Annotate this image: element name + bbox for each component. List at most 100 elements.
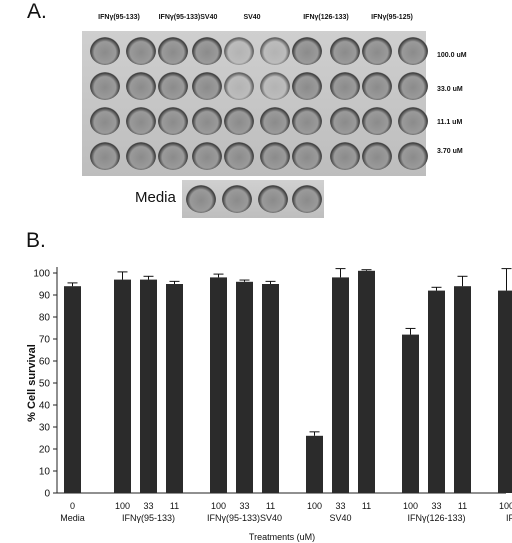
- group-label: SV40: [329, 513, 351, 523]
- media-label: Media: [135, 189, 176, 206]
- bar: [236, 281, 253, 493]
- group-label: IFNγ(95-133)SV40: [207, 513, 282, 523]
- well: [398, 142, 428, 170]
- dose-tick-label: 0: [70, 501, 75, 511]
- well: [90, 107, 120, 135]
- well: [224, 107, 254, 135]
- bar: [332, 277, 349, 493]
- panel-a-label: A.: [27, 0, 47, 23]
- bar: [64, 286, 81, 493]
- well: [292, 107, 322, 135]
- dose-tick-label: 100: [115, 501, 130, 511]
- well: [192, 107, 222, 135]
- well: [398, 107, 428, 135]
- well: [330, 37, 360, 65]
- y-axis-label: % Cell survival: [26, 344, 38, 422]
- dose-tick-label: 33: [335, 501, 345, 511]
- well: [292, 72, 322, 100]
- dose-tick-label: 100: [211, 501, 226, 511]
- media-well: [258, 185, 288, 213]
- group-label: IFNγ(95-125): [506, 513, 512, 523]
- dose-tick-label: 100: [403, 501, 418, 511]
- concentration-label: 100.0 uM: [437, 52, 467, 59]
- well: [126, 37, 156, 65]
- bar: [306, 435, 323, 493]
- well: [158, 72, 188, 100]
- well: [260, 107, 290, 135]
- well: [90, 72, 120, 100]
- well: [192, 37, 222, 65]
- dose-tick-label: 11: [362, 501, 371, 511]
- well: [362, 107, 392, 135]
- column-header: IFNγ(95-133): [98, 14, 140, 21]
- well: [292, 37, 322, 65]
- y-tick-label: 50: [39, 379, 51, 390]
- well: [126, 142, 156, 170]
- bar: [140, 279, 157, 493]
- well: [362, 142, 392, 170]
- well: [362, 37, 392, 65]
- y-tick-label: 40: [39, 401, 51, 412]
- well: [398, 37, 428, 65]
- bar: [428, 290, 445, 493]
- well: [90, 142, 120, 170]
- y-tick-label: 60: [39, 357, 51, 368]
- y-tick-label: 20: [39, 445, 51, 456]
- group-label: IFNγ(95-133): [122, 513, 175, 523]
- column-header: IFNγ(126-133): [303, 14, 349, 21]
- media-well: [186, 185, 216, 213]
- well: [158, 107, 188, 135]
- well: [192, 72, 222, 100]
- panel-b-label: B.: [26, 229, 46, 252]
- bar: [358, 270, 375, 493]
- well: [224, 37, 254, 65]
- well: [158, 142, 188, 170]
- y-tick-label: 70: [39, 335, 51, 346]
- y-tick-label: 30: [39, 423, 51, 434]
- column-header: SV40: [243, 14, 261, 21]
- bar: [402, 334, 419, 493]
- y-tick-label: 100: [33, 269, 50, 280]
- y-tick-label: 0: [44, 489, 50, 500]
- x-axis-label: Treatments (uM): [249, 532, 315, 542]
- y-tick-label: 10: [39, 467, 51, 478]
- concentration-label: 3.70 uM: [437, 148, 463, 155]
- well: [362, 72, 392, 100]
- well: [224, 142, 254, 170]
- well-plate-image: [82, 31, 428, 176]
- media-well: [292, 185, 322, 213]
- dose-tick-label: 11: [458, 501, 467, 511]
- dose-tick-label: 11: [170, 501, 179, 511]
- well: [330, 142, 360, 170]
- bar: [498, 290, 512, 493]
- bar: [262, 284, 279, 493]
- bar: [166, 284, 183, 493]
- well: [398, 72, 428, 100]
- column-header: IFNγ(95-133)SV40: [158, 14, 218, 21]
- dose-tick-label: 11: [266, 501, 275, 511]
- dose-tick-label: 33: [143, 501, 153, 511]
- bar: [114, 279, 131, 493]
- dose-tick-label: 33: [431, 501, 441, 511]
- well: [192, 142, 222, 170]
- column-header: IFNγ(95-125): [371, 14, 413, 21]
- dose-tick-label: 33: [239, 501, 249, 511]
- well: [260, 37, 290, 65]
- y-tick-label: 90: [39, 291, 51, 302]
- well: [224, 72, 254, 100]
- well: [330, 107, 360, 135]
- media-well: [222, 185, 252, 213]
- well: [330, 72, 360, 100]
- dose-tick-label: 100: [499, 501, 512, 511]
- well: [292, 142, 322, 170]
- well: [158, 37, 188, 65]
- well: [260, 72, 290, 100]
- media-wells-image: [182, 180, 324, 218]
- well: [90, 37, 120, 65]
- well: [260, 142, 290, 170]
- concentration-label: 11.1 uM: [437, 119, 463, 126]
- concentration-label: 33.0 uM: [437, 86, 463, 93]
- dose-tick-label: 100: [307, 501, 322, 511]
- well: [126, 107, 156, 135]
